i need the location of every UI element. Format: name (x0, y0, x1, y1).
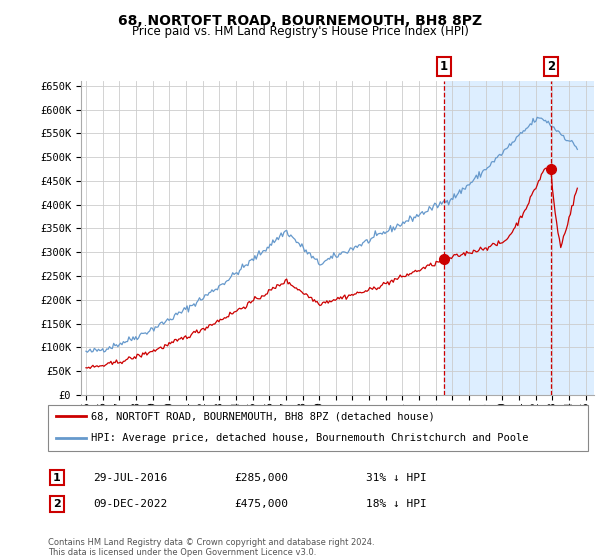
Text: 29-JUL-2016: 29-JUL-2016 (93, 473, 167, 483)
Text: HPI: Average price, detached house, Bournemouth Christchurch and Poole: HPI: Average price, detached house, Bour… (91, 433, 529, 443)
Text: 1: 1 (440, 59, 448, 73)
Bar (444, 81, 594, 395)
Text: 18% ↓ HPI: 18% ↓ HPI (366, 499, 427, 509)
Text: 31% ↓ HPI: 31% ↓ HPI (366, 473, 427, 483)
Text: Price paid vs. HM Land Registry's House Price Index (HPI): Price paid vs. HM Land Registry's House … (131, 25, 469, 38)
Text: 2: 2 (547, 59, 555, 73)
Text: £475,000: £475,000 (234, 499, 288, 509)
Text: 2: 2 (53, 499, 61, 509)
Text: 1: 1 (53, 473, 61, 483)
Text: £285,000: £285,000 (234, 473, 288, 483)
Text: 68, NORTOFT ROAD, BOURNEMOUTH, BH8 8PZ (detached house): 68, NORTOFT ROAD, BOURNEMOUTH, BH8 8PZ (… (91, 412, 435, 421)
Text: Contains HM Land Registry data © Crown copyright and database right 2024.
This d: Contains HM Land Registry data © Crown c… (48, 538, 374, 557)
Text: 68, NORTOFT ROAD, BOURNEMOUTH, BH8 8PZ: 68, NORTOFT ROAD, BOURNEMOUTH, BH8 8PZ (118, 14, 482, 28)
Text: 09-DEC-2022: 09-DEC-2022 (93, 499, 167, 509)
